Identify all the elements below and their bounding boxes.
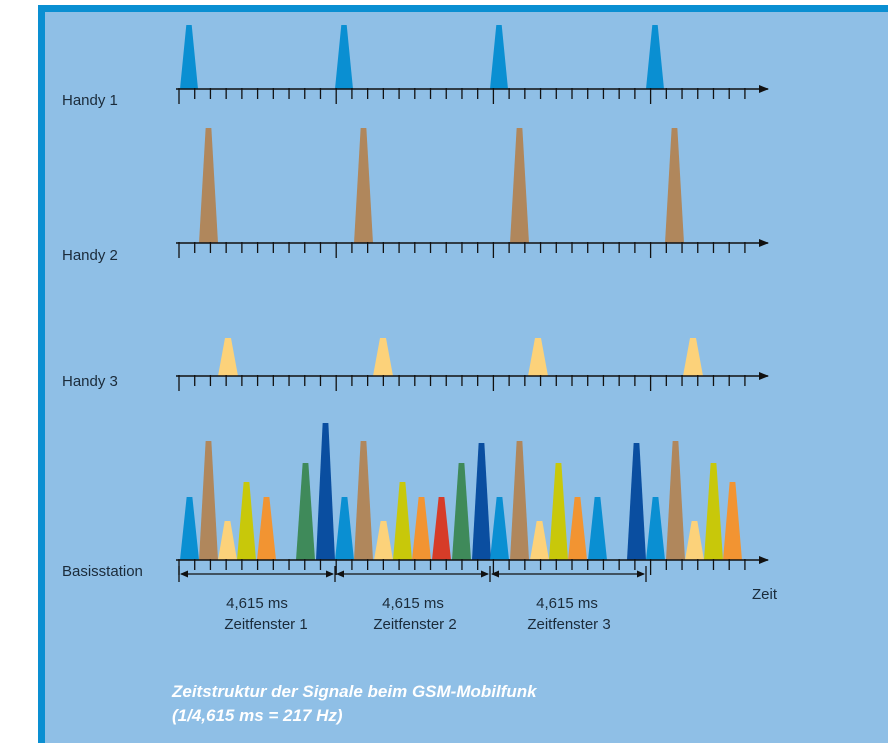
handy-2-pulse-1 bbox=[199, 128, 218, 243]
time-axis-label: Zeit bbox=[752, 586, 778, 603]
basisstation-pulse-3 bbox=[218, 521, 237, 560]
basisstation-pulse-4 bbox=[237, 482, 256, 560]
pulse-layer bbox=[180, 25, 742, 560]
basisstation-pulse-21 bbox=[588, 497, 607, 560]
row-label-handy-3: Handy 3 bbox=[62, 373, 118, 390]
basisstation-pulse-24 bbox=[666, 441, 685, 560]
basisstation-pulse-18 bbox=[530, 521, 549, 560]
basisstation-pulse-5 bbox=[257, 497, 276, 560]
handy-2-pulse-4 bbox=[665, 128, 684, 243]
handy-3-pulse-2 bbox=[373, 338, 393, 376]
window-1-duration: 4,615 ms bbox=[226, 595, 288, 612]
basisstation-pulse-10 bbox=[374, 521, 393, 560]
handy-2-pulse-2 bbox=[354, 128, 373, 243]
caption-formula: (1/4,615 ms = 217 Hz) bbox=[172, 706, 343, 725]
basisstation-pulse-9 bbox=[354, 441, 373, 560]
basisstation-pulse-6 bbox=[296, 463, 315, 560]
handy-3-pulse-1 bbox=[218, 338, 238, 376]
basisstation-pulse-12 bbox=[412, 497, 431, 560]
window-3-duration: 4,615 ms bbox=[536, 595, 598, 612]
window-2-duration: 4,615 ms bbox=[382, 595, 444, 612]
basisstation-pulse-26 bbox=[704, 463, 723, 560]
basisstation-pulse-25 bbox=[685, 521, 704, 560]
window-3-name: Zeitfenster 3 bbox=[527, 616, 610, 633]
handy-3-pulse-3 bbox=[528, 338, 548, 376]
row-label-basisstation: Basisstation bbox=[62, 563, 143, 580]
basisstation-pulse-27 bbox=[723, 482, 742, 560]
basisstation-pulse-16 bbox=[490, 497, 509, 560]
row-label-handy-2: Handy 2 bbox=[62, 247, 118, 264]
basisstation-pulse-19 bbox=[549, 463, 568, 560]
basisstation-pulse-22 bbox=[627, 443, 646, 560]
basisstation-pulse-14 bbox=[452, 463, 471, 560]
handy-2-pulse-3 bbox=[510, 128, 529, 243]
handy-1-pulse-2 bbox=[335, 25, 353, 89]
basisstation-pulse-1 bbox=[180, 497, 199, 560]
basisstation-pulse-17 bbox=[510, 441, 529, 560]
basisstation-pulse-13 bbox=[432, 497, 451, 560]
row-label-handy-1: Handy 1 bbox=[62, 92, 118, 109]
basisstation-pulse-7 bbox=[316, 423, 335, 560]
basisstation-pulse-23 bbox=[646, 497, 665, 560]
basisstation-pulse-8 bbox=[335, 497, 354, 560]
window-2-name: Zeitfenster 2 bbox=[373, 616, 456, 633]
diagram-frame bbox=[38, 5, 888, 743]
basisstation-pulse-20 bbox=[568, 497, 587, 560]
handy-1-pulse-4 bbox=[646, 25, 664, 89]
basisstation-pulse-11 bbox=[393, 482, 412, 560]
basisstation-pulse-15 bbox=[472, 443, 491, 560]
handy-3-pulse-4 bbox=[683, 338, 703, 376]
basisstation-pulse-2 bbox=[199, 441, 218, 560]
handy-1-pulse-1 bbox=[180, 25, 198, 89]
window-1-name: Zeitfenster 1 bbox=[224, 616, 307, 633]
axes-layer bbox=[176, 85, 769, 582]
handy-1-pulse-3 bbox=[490, 25, 508, 89]
caption-title: Zeitstruktur der Signale beim GSM-Mobilf… bbox=[171, 682, 538, 701]
